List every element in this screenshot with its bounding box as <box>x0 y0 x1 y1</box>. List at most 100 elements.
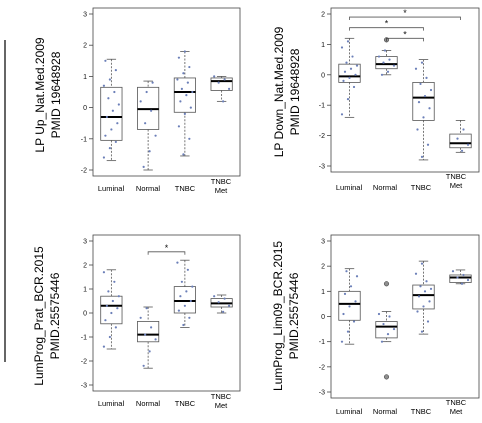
panel-lumprog-lim09-box-2-point-6 <box>423 290 427 293</box>
panel-lp-up-box-3-point-3 <box>223 78 226 81</box>
panel-lp-down-box-0-point-6 <box>343 70 347 73</box>
panel-lp-up-box-2-point-11 <box>182 72 185 75</box>
panel-lp-up-box-3 <box>210 75 233 103</box>
panel-lp-up-box-0-point-13 <box>114 69 117 72</box>
panel-lp-up-box-0-point-10 <box>113 90 116 94</box>
panel-lp-down-ytick-label-0: -3 <box>319 164 325 171</box>
panel-lumprog-prat: LumProg_Prat_BCR.2015 PMID.25575446 -3 -2… <box>32 234 241 410</box>
panel-lumprog-prat-box-1-point-6 <box>145 307 148 310</box>
panel-lp-down-box-2-point-3 <box>422 116 425 119</box>
panel-lumprog-prat-box-2-point-4 <box>189 299 192 303</box>
panel-lp-up-plot-frame <box>92 7 241 177</box>
panel-lumprog-lim09-box-0 <box>338 268 361 345</box>
panel-lumprog-prat-boxes <box>100 259 233 369</box>
panel-lumprog-lim09-xtick-tnbc-met: TNBC Met <box>446 398 467 416</box>
panel-lp-up-ytick-label-2: 0 <box>83 105 87 112</box>
panel-lp-down-box-2-point-6 <box>423 94 427 98</box>
panel-lumprog-lim09-box-2-point-10 <box>414 272 418 275</box>
panel-lumprog-prat-ytick-label-2: -1 <box>81 335 87 342</box>
panel-lp-down-box-0-point-4 <box>348 76 351 79</box>
panel-lp-down-box-1-outlier-0 <box>383 37 390 43</box>
panel-lp-up-box-2 <box>173 50 196 157</box>
panel-lp-up-box-0-point-4 <box>110 128 113 131</box>
panel-lp-down-box-1-point-2 <box>392 64 396 67</box>
panel-lumprog-lim09-ytick-label-4: 1 <box>321 289 325 296</box>
panel-lumprog-lim09-box-3 <box>449 269 472 285</box>
panel-lp-down-box-1-point-4 <box>388 58 391 61</box>
panel-lp-up-box-3-point-1 <box>227 87 231 90</box>
panel-lp-up-ytick-label-1: -1 <box>81 136 87 143</box>
panel-lumprog-prat-box-0-point-3 <box>104 319 107 322</box>
panel-lp-up-ylabel-line-2: PMID 19648928 <box>49 51 63 138</box>
panel-lumprog-lim09-ytick-label-3: 0 <box>321 314 325 321</box>
panel-lp-up-boxes <box>100 50 233 171</box>
panel-lp-up-box-0 <box>100 58 123 162</box>
panel-lp-up-box-1-point-2 <box>154 134 157 137</box>
panel-lumprog-prat-box-1 <box>137 306 160 369</box>
panel-lp-up-box-2-point-9 <box>186 81 189 84</box>
panel-lp-down-sig-label-1: * <box>385 19 389 29</box>
panel-lp-up-box-1-point-5 <box>139 100 142 103</box>
panel-lp-up-ytick-label-4: 2 <box>83 43 87 50</box>
panel-lp-down-box-0-point-8 <box>355 64 359 67</box>
panel-lp-up-ytick-label-5: 3 <box>83 12 87 19</box>
panel-lp-up-box-0-point-14 <box>104 59 107 62</box>
panel-lumprog-lim09-boxes <box>338 260 472 380</box>
panel-lumprog-prat-box-2-point-3 <box>183 304 186 307</box>
panel-lp-up-xtick-tnbc-met: TNBC Met <box>211 177 232 195</box>
panel-lp-down-box-3-point-1 <box>466 143 470 146</box>
panel-lumprog-prat-box-2-iqr <box>173 286 196 314</box>
panel-lp-down-box-3-point-3 <box>462 128 465 131</box>
panel-lumprog-lim09-box-3-point-0 <box>460 282 464 285</box>
panel-lp-up-box-0-point-3 <box>104 134 107 137</box>
panel-lp-down-box-0-point-10 <box>351 55 354 58</box>
panel-lp-up-box-3-point-2 <box>217 81 220 84</box>
panel-lp-up-box-0-point-7 <box>111 109 114 112</box>
panel-lumprog-lim09-box-0-point-2 <box>352 320 356 323</box>
panel-lp-down-box-0 <box>338 37 361 118</box>
panel-lumprog-lim09-box-2-iqr <box>412 284 435 310</box>
panel-lumprog-lim09-y-axis: -3 -2 -1 0 1 2 3 <box>319 239 331 397</box>
panel-lumprog-lim09-xtick-tnbc: TNBC <box>411 407 432 416</box>
panel-lp-down-box-1-point-0 <box>380 73 384 76</box>
panel-lumprog-lim09-box-1-point-2 <box>392 327 396 331</box>
panel-lumprog-lim09-box-2-point-1 <box>426 320 430 323</box>
panel-lp-down-box-3-iqr <box>449 133 472 149</box>
panel-lp-down-box-0-point-9 <box>345 61 348 64</box>
panel-lp-down-box-0-point-7 <box>349 67 353 70</box>
panel-lumprog-prat-box-2-point-5 <box>179 295 182 298</box>
panel-lumprog-prat-box-1-point-5 <box>139 316 142 319</box>
panel-lp-up-box-1-point-0 <box>142 165 145 168</box>
panel-lumprog-lim09-ylabel-line-1: LumProg_Lim09_BCR.2015 <box>271 241 285 391</box>
panel-lumprog-prat-box-0-point-0 <box>102 345 106 348</box>
panel-lp-up-box-1-point-7 <box>151 81 154 84</box>
panel-lp-down-ytick-label-1: -2 <box>319 133 325 140</box>
panel-lp-up-box-0-point-1 <box>108 147 111 150</box>
panel-lumprog-prat-box-2-point-10 <box>176 261 179 264</box>
panel-lumprog-lim09-box-0-point-1 <box>346 330 350 333</box>
panel-lp-up-box-2-point-7 <box>191 90 194 94</box>
panel-lumprog-prat-box-2-point-0 <box>182 323 185 327</box>
panel-lumprog-lim09-box-0-point-4 <box>348 305 351 308</box>
panel-lumprog-prat-box-2-point-2 <box>177 309 181 312</box>
panel-lp-down-box-0-point-2 <box>352 85 356 89</box>
panel-lumprog-lim09-box-2-point-4 <box>428 300 431 303</box>
panel-lumprog-lim09-box-2-point-9 <box>425 280 428 283</box>
panel-lp-up-box-0-point-0 <box>102 156 106 159</box>
panel-lumprog-prat-x-axis: Luminal Normal TNBC TNBC Met <box>98 392 232 410</box>
panel-lp-down-box-2 <box>412 59 435 161</box>
panel-lumprog-prat-box-0 <box>100 269 123 350</box>
panel-lp-up-ytick-label-3: 1 <box>83 74 87 81</box>
panel-lumprog-lim09-ytick-label-0: -3 <box>319 390 325 397</box>
panel-lumprog-prat-box-2-point-8 <box>180 280 183 283</box>
panel-lumprog-lim09-box-0-point-3 <box>342 312 345 316</box>
panel-lumprog-prat-ytick-label-0: -3 <box>81 383 87 390</box>
panel-lumprog-prat-box-0-point-8 <box>117 295 120 298</box>
panel-lumprog-prat-ylabel-line-1: LumProg_Prat_BCR.2015 <box>32 246 46 386</box>
panel-lumprog-prat-box-0-point-4 <box>110 311 113 315</box>
panel-lumprog-prat-ytick-label-5: 2 <box>83 263 87 270</box>
panel-lumprog-prat-box-0-point-9 <box>107 290 110 293</box>
panel-lp-down-ytick-label-3: 0 <box>321 72 325 79</box>
panel-lp-up-box-2-point-8 <box>180 87 183 90</box>
